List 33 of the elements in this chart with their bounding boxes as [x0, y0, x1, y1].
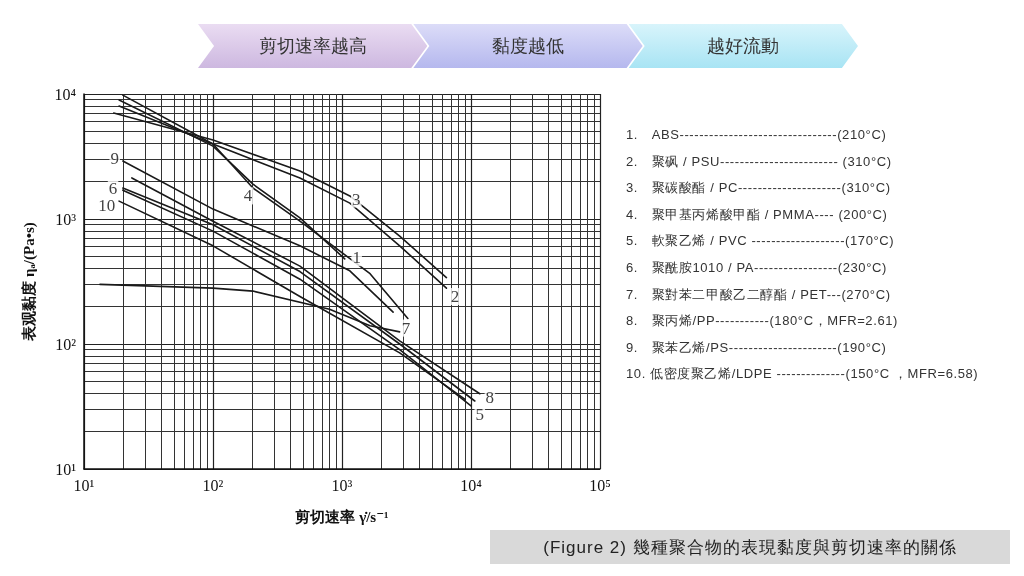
x-tick-label: 10⁵ [589, 476, 611, 494]
annotation: 9 [110, 149, 119, 169]
text: 6. 聚酰胺1010 / PA-----------------(230°C) [626, 258, 888, 277]
text: 10. 低密度聚乙烯/LDPE --------------(150°C ，MFR=6.58) [626, 365, 980, 384]
y-tick-label: 10¹ [55, 460, 77, 478]
annotation: 3 [352, 189, 361, 209]
text: 4. 聚甲基丙烯酸甲酯 / PMMA---- (200°C) [626, 205, 889, 224]
text: (Figure 2) 幾種聚合物的表現黏度與剪切速率的關係 [490, 530, 1010, 564]
annotation: 10 [98, 195, 116, 215]
annotation: 2 [450, 286, 460, 306]
text: 9. 聚苯乙烯/PS----------------------(190°C) [626, 338, 888, 357]
y-tick-label: 10³ [55, 210, 77, 228]
annotation: 6 [108, 178, 118, 198]
x-tick-label: 10³ [331, 476, 353, 494]
text: 3. 聚碳酸酯 / PC---------------------(310°C) [626, 179, 892, 198]
annotation: 4 [243, 186, 253, 206]
annotation: 8 [485, 388, 495, 408]
x-tick-label: 10⁴ [460, 476, 483, 494]
text: 5. 軟聚乙烯 / PVC -------------------(170°C) [626, 232, 896, 251]
annotation: 5 [475, 404, 485, 424]
y-tick-label: 10² [55, 335, 77, 353]
text: 8. 聚丙烯/PP-----------(180°C，MFR=2.61) [626, 312, 899, 331]
text: 7. 聚對苯二甲酸乙二醇酯 / PET---(270°C) [626, 285, 892, 304]
annotation: 7 [401, 318, 411, 338]
annotation: 1 [352, 248, 361, 268]
x-axis-title: 剪切速率 γ̇/s⁻¹ [295, 507, 389, 525]
text: 1. ABS--------------------------------(210°C) [626, 126, 888, 144]
arrow-banner: 剪切速率越高 黏度越低 越好流動 [198, 24, 858, 68]
x-tick-label: 10² [202, 476, 224, 494]
y-axis-title: 表观黏度 ηₐ/(Pa•s) [19, 222, 38, 342]
x-tick-label: 10¹ [73, 476, 95, 494]
y-tick-label: 10⁴ [54, 85, 77, 103]
text: 2. 聚砜 / PSU------------------------ (310°C) [626, 152, 893, 171]
